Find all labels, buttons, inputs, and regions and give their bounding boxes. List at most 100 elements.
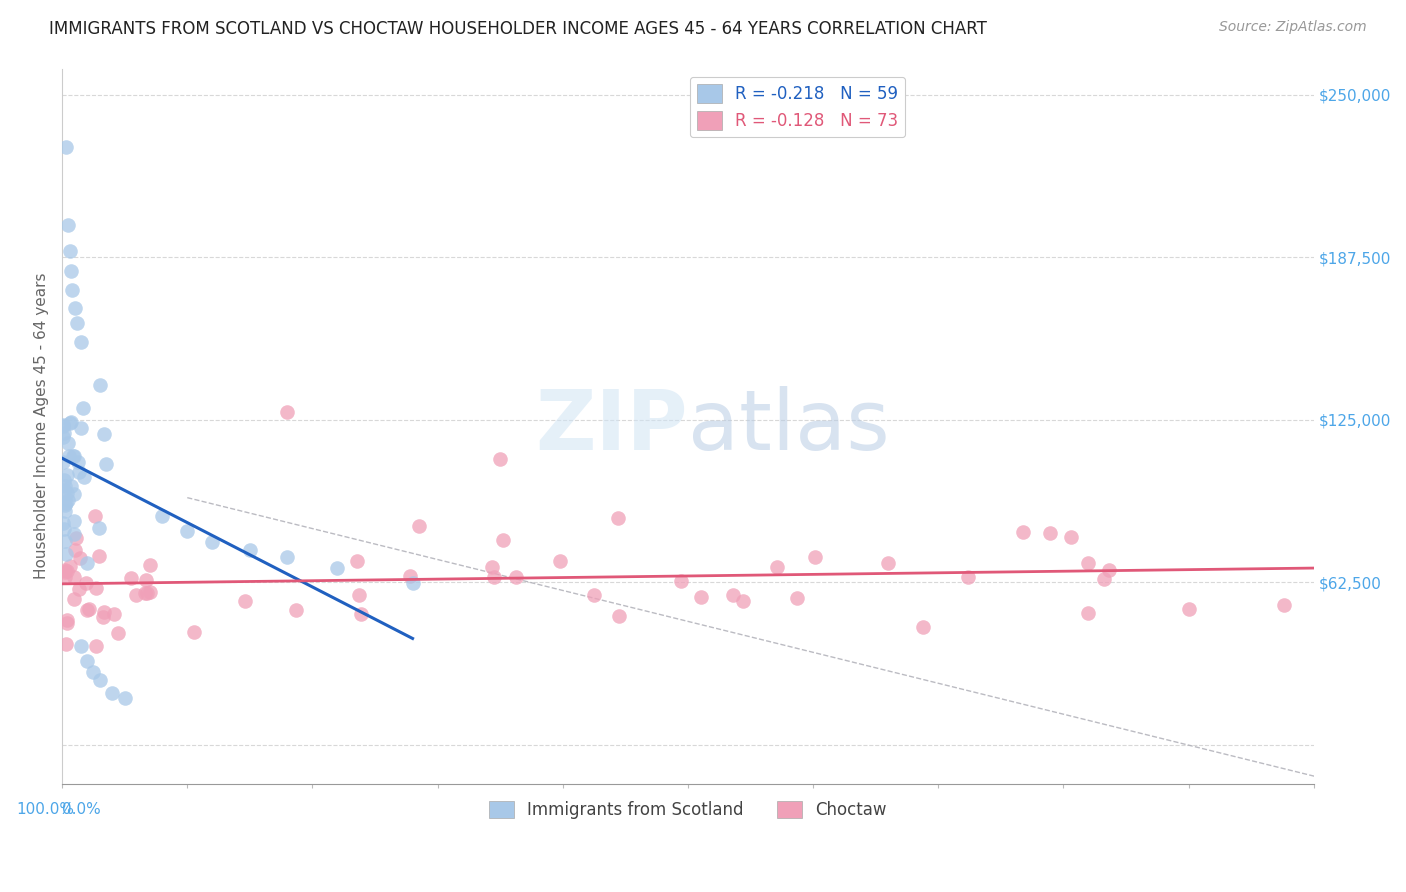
Point <box>53 499 76 513</box>
Text: ZIP: ZIP <box>536 385 688 467</box>
Point <box>55 637 77 651</box>
Point <box>70 421 93 435</box>
Point <box>67 582 90 597</box>
Point <box>401 576 423 591</box>
Point <box>1060 530 1083 544</box>
Point <box>55 547 77 561</box>
Point <box>201 534 224 549</box>
Point <box>52 419 75 434</box>
Point <box>59 417 82 431</box>
Point <box>349 607 371 621</box>
Point <box>62 449 84 463</box>
Point <box>56 492 79 507</box>
Point <box>233 594 256 608</box>
Point <box>55 496 77 510</box>
Point <box>62 514 84 528</box>
Point <box>101 686 124 700</box>
Point <box>733 594 755 608</box>
Point <box>76 557 98 571</box>
Point <box>1177 602 1199 616</box>
Point <box>93 426 115 441</box>
Point <box>107 625 129 640</box>
Point <box>63 450 86 464</box>
Point <box>53 479 76 493</box>
Point <box>89 521 111 535</box>
Point <box>63 543 86 558</box>
Point <box>912 620 935 634</box>
Point <box>72 401 94 416</box>
Point <box>138 584 160 599</box>
Point <box>84 639 107 653</box>
Point <box>481 559 503 574</box>
Point <box>89 549 111 564</box>
Point <box>689 591 711 605</box>
Point <box>55 139 77 153</box>
Point <box>76 603 98 617</box>
Point <box>239 542 262 557</box>
Text: 100.0%: 100.0% <box>17 802 75 816</box>
Point <box>607 510 630 524</box>
Point <box>1012 524 1035 539</box>
Point <box>59 558 82 573</box>
Point <box>505 570 527 584</box>
Point <box>82 665 104 679</box>
Point <box>956 570 979 584</box>
Point <box>135 573 157 587</box>
Point <box>786 591 808 605</box>
Point <box>489 451 512 466</box>
Point <box>284 603 307 617</box>
Point <box>1077 556 1099 570</box>
Point <box>276 405 298 419</box>
Point <box>53 563 76 577</box>
Point <box>103 607 125 622</box>
Text: IMMIGRANTS FROM SCOTLAND VS CHOCTAW HOUSEHOLDER INCOME AGES 45 - 64 YEARS CORREL: IMMIGRANTS FROM SCOTLAND VS CHOCTAW HOUS… <box>49 20 987 37</box>
Point <box>124 588 146 602</box>
Point <box>135 585 157 599</box>
Point <box>69 550 91 565</box>
Point <box>73 470 96 484</box>
Point <box>70 334 93 349</box>
Point <box>53 504 76 518</box>
Point <box>765 560 787 574</box>
Point <box>399 569 422 583</box>
Point <box>52 516 75 531</box>
Point <box>59 244 82 258</box>
Point <box>53 566 76 580</box>
Point <box>76 655 98 669</box>
Point <box>56 436 79 450</box>
Point <box>89 673 111 687</box>
Point <box>62 487 84 501</box>
Point <box>53 522 76 536</box>
Point <box>91 610 114 624</box>
Point <box>550 554 572 568</box>
Point <box>93 605 115 619</box>
Point <box>53 483 76 497</box>
Point <box>1272 598 1295 612</box>
Point <box>53 570 76 584</box>
Point <box>120 571 142 585</box>
Point <box>89 378 111 392</box>
Point <box>62 526 84 541</box>
Point <box>723 588 745 602</box>
Point <box>63 301 86 315</box>
Point <box>346 554 368 568</box>
Point <box>183 625 205 640</box>
Point <box>55 468 77 483</box>
Point <box>876 557 898 571</box>
Point <box>607 608 630 623</box>
Point <box>326 561 349 575</box>
Point <box>1039 525 1062 540</box>
Point <box>583 588 606 602</box>
Point <box>349 588 371 602</box>
Point <box>408 518 430 533</box>
Point <box>66 317 89 331</box>
Point <box>139 558 162 572</box>
Point <box>276 550 298 565</box>
Y-axis label: Householder Income Ages 45 - 64 years: Householder Income Ages 45 - 64 years <box>34 273 49 580</box>
Point <box>67 465 90 479</box>
Point <box>63 570 86 584</box>
Point <box>84 581 107 595</box>
Point <box>1098 563 1121 577</box>
Point <box>53 533 76 548</box>
Point <box>55 486 77 500</box>
